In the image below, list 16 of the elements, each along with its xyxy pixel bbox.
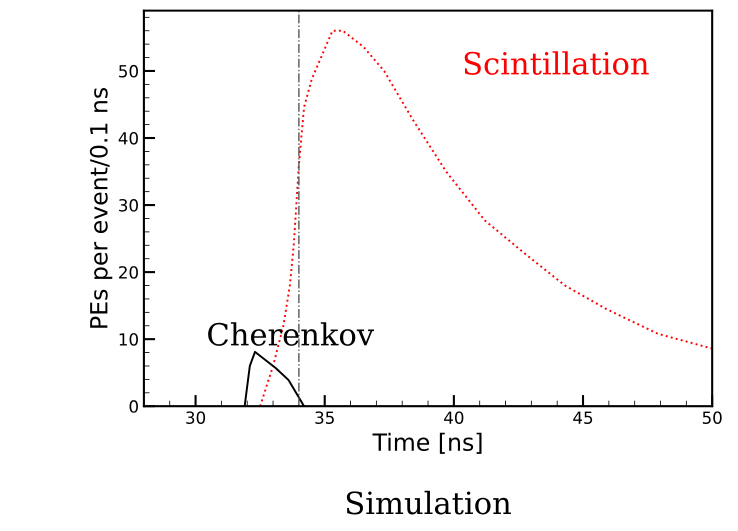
x-tick-label: 45 bbox=[573, 412, 592, 424]
y-tick-label: 20 bbox=[119, 266, 138, 279]
y-tick-label: 50 bbox=[119, 64, 138, 78]
series-label: Cherenkov bbox=[208, 322, 374, 346]
y-tick-label: 0 bbox=[130, 400, 138, 413]
y-tick-label: 10 bbox=[120, 333, 138, 346]
x-tick-label: 30 bbox=[186, 411, 206, 424]
text: Scintillation bbox=[464, 51, 649, 75]
y-tick-label: 40 bbox=[118, 132, 138, 145]
x-tick-label: 35 bbox=[315, 411, 334, 424]
text: Simulation bbox=[346, 490, 511, 514]
y-tick-label: 30 bbox=[119, 199, 138, 212]
x-tick-label: 50 bbox=[702, 411, 722, 424]
x-axis-title: Time [ns] bbox=[372, 432, 482, 454]
y-axis-title: PEs per event/0.1 ns bbox=[90, 88, 112, 328]
x-tick-label: 40 bbox=[444, 411, 464, 424]
